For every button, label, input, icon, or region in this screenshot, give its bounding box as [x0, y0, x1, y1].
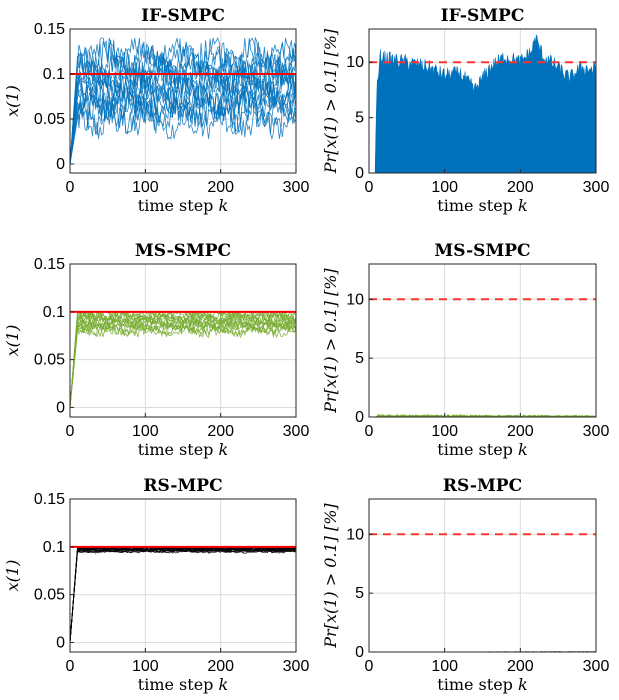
- trajectory-line: [70, 315, 296, 408]
- trajectory-line: [70, 75, 296, 165]
- chart-title: RS-MPC: [443, 476, 522, 496]
- y-tick-label: 10: [346, 54, 364, 71]
- x-axis-label: time step k: [138, 196, 228, 215]
- x-tick-label: 200: [507, 658, 534, 675]
- x-tick-label: 300: [583, 658, 610, 675]
- chart-title: MS-SMPC: [434, 241, 530, 261]
- x-tick-label: 0: [66, 423, 75, 440]
- plot-area: [70, 499, 296, 652]
- y-tick-label: 0: [355, 644, 364, 661]
- trajectory-line: [70, 36, 296, 165]
- y-tick-label: 10: [346, 526, 364, 543]
- trajectory-line: [70, 47, 296, 165]
- chart-panel-6: 0 100 200 300 0 5 10 RS-MPC time step k Pr[x(1) >…: [321, 476, 609, 694]
- y-tick-label: 10: [346, 291, 364, 308]
- trajectory-line: [70, 37, 296, 165]
- x-tick-label: 0: [365, 179, 374, 196]
- y-tick-label: 5: [355, 350, 364, 367]
- chart-panel-4: 0 100 200 300 0 5 10 MS-SMPC time step k Pr[x(1) …: [321, 241, 609, 459]
- plot-area: [70, 264, 296, 417]
- trajectory-line: [70, 84, 296, 165]
- x-tick-label: 100: [132, 423, 159, 440]
- series-group: [70, 310, 296, 408]
- x-axis-label: time step k: [437, 675, 527, 694]
- x-tick-label: 200: [207, 658, 234, 675]
- y-axis-label: x(1): [3, 560, 22, 592]
- y-tick-label: 0.05: [34, 352, 65, 369]
- chart-title: RS-MPC: [143, 476, 222, 496]
- x-tick-label: 100: [431, 658, 458, 675]
- y-tick-label: 0.05: [34, 587, 65, 604]
- y-tick-label: 5: [355, 585, 364, 602]
- y-tick-label: 5: [355, 110, 364, 127]
- plot-area: [369, 264, 596, 417]
- y-axis-label: Pr[x(1) > 0.1] [%]: [321, 28, 340, 174]
- y-tick-label: 0.15: [34, 491, 65, 508]
- chart-title: IF-SMPC: [441, 6, 525, 26]
- axes-frame: [69, 28, 297, 174]
- probability-bars: [369, 34, 596, 173]
- x-tick-label: 100: [132, 179, 159, 196]
- x-tick-label: 300: [283, 423, 310, 440]
- x-tick-label: 200: [207, 423, 234, 440]
- probability-bars: [369, 413, 596, 417]
- series-group: [70, 36, 296, 165]
- x-tick-label: 0: [66, 658, 75, 675]
- y-tick-label: 0.05: [34, 111, 65, 128]
- chart-panel-5: 0 100 200 300 0 0.05 0.1 0.15 RS-MPC time step k x…: [3, 476, 309, 694]
- x-tick-label: 0: [365, 423, 374, 440]
- x-tick-label: 200: [507, 179, 534, 196]
- x-tick-label: 300: [583, 423, 610, 440]
- x-axis-label: time step k: [437, 440, 527, 459]
- y-axis-label: Pr[x(1) > 0.1] [%]: [321, 503, 340, 649]
- chart-title: IF-SMPC: [141, 6, 225, 26]
- y-tick-label: 0: [56, 156, 65, 173]
- y-tick-label: 0: [56, 399, 65, 416]
- series-group: [70, 545, 296, 643]
- axes-frame: [368, 263, 597, 418]
- axes-frame: [69, 498, 297, 653]
- trajectory-line: [70, 546, 296, 643]
- x-tick-label: 200: [507, 423, 534, 440]
- y-tick-label: 0: [355, 409, 364, 426]
- y-tick-label: 0.1: [43, 304, 65, 321]
- axes-frame: [368, 28, 597, 174]
- x-axis-label: time step k: [437, 196, 527, 215]
- series-group: [369, 34, 596, 173]
- y-tick-label: 0.15: [34, 256, 65, 273]
- chart-panel-2: 0 100 200 300 0 5 10 IF-SMPC time step k Pr[x(1) …: [321, 6, 609, 215]
- trajectory-line: [70, 310, 296, 408]
- axes-frame: [69, 263, 297, 418]
- y-axis-label: Pr[x(1) > 0.1] [%]: [321, 268, 340, 414]
- x-tick-label: 0: [365, 658, 374, 675]
- y-axis-label: x(1): [3, 325, 22, 357]
- y-tick-label: 0: [56, 634, 65, 651]
- y-tick-label: 0.15: [34, 21, 65, 38]
- x-tick-label: 200: [207, 179, 234, 196]
- x-tick-label: 0: [66, 179, 75, 196]
- chart-panel-3: 0 100 200 300 0 0.05 0.1 0.15 MS-SMPC time step k…: [3, 241, 309, 459]
- series-group: [369, 298, 596, 417]
- axes-frame: [368, 498, 597, 653]
- chart-title: MS-SMPC: [135, 241, 231, 261]
- x-axis-label: time step k: [138, 440, 228, 459]
- trajectory-line: [70, 77, 296, 165]
- y-axis-label: x(1): [3, 85, 22, 117]
- x-tick-label: 100: [132, 658, 159, 675]
- x-tick-label: 300: [283, 658, 310, 675]
- y-tick-label: 0.1: [43, 539, 65, 556]
- chart-panel-1: 0 100 200 300 0 0.05 0.1 0.15 IF-SMPC time step k…: [3, 6, 309, 215]
- y-tick-label: 0: [355, 165, 364, 182]
- x-tick-label: 100: [431, 179, 458, 196]
- x-tick-label: 100: [431, 423, 458, 440]
- y-tick-label: 0.1: [43, 66, 65, 83]
- plot-area: [369, 499, 596, 652]
- x-tick-label: 300: [283, 179, 310, 196]
- trajectory-line: [70, 54, 296, 165]
- trajectory-line: [70, 311, 296, 408]
- x-axis-label: time step k: [138, 675, 228, 694]
- x-tick-label: 300: [583, 179, 610, 196]
- trajectory-line: [70, 322, 296, 408]
